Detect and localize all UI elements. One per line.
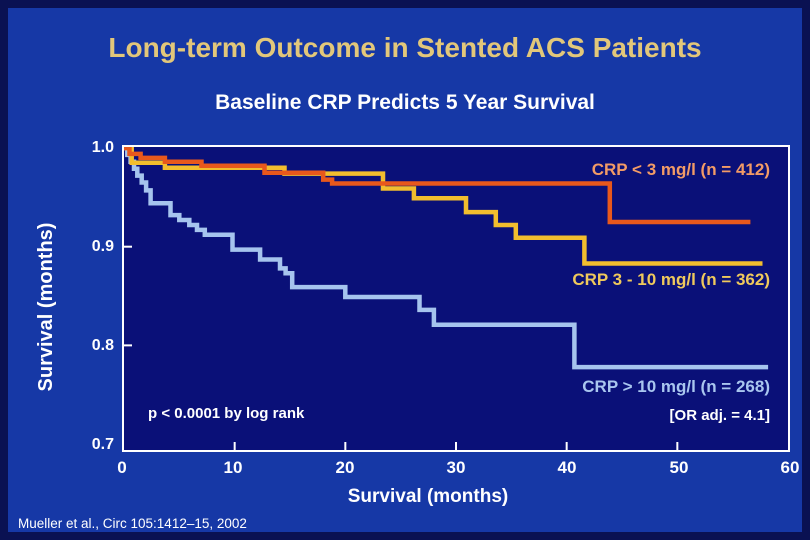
- x-tick-label-40: 40: [557, 458, 577, 477]
- y-tick-label-0.9: 0.9: [91, 238, 114, 255]
- x-tick-label-50: 50: [669, 458, 689, 477]
- p-value-annotation: p < 0.0001 by log rank: [148, 405, 305, 422]
- plot-area: [122, 145, 790, 452]
- y-tick-label-0.8: 0.8: [91, 337, 114, 354]
- x-tick-label-0: 0: [117, 458, 127, 477]
- legend-crp-lt-3: CRP < 3 mg/l (n = 412): [591, 160, 770, 179]
- x-tick-label-30: 30: [446, 458, 466, 477]
- survival-curves-svg: [124, 147, 769, 450]
- legend-crp-3-10: CRP 3 - 10 mg/l (n = 362): [572, 270, 770, 289]
- x-tick-label-20: 20: [335, 458, 355, 477]
- x-tick-label-60: 60: [780, 458, 800, 477]
- survival-curve: [124, 147, 751, 225]
- y-tick-label-1.0: 1.0: [91, 139, 114, 156]
- y-tick-label-0.7: 0.7: [91, 436, 114, 453]
- citation: Mueller et al., Circ 105:1412–15, 2002: [18, 516, 247, 531]
- x-tick-label-10: 10: [223, 458, 243, 477]
- y-axis-label: Survival (months): [35, 222, 57, 392]
- slide-subtitle: Baseline CRP Predicts 5 Year Survival: [215, 91, 595, 114]
- survival-curve: [124, 147, 769, 370]
- legend-crp-gt-10: CRP > 10 mg/l (n = 268): [582, 377, 770, 396]
- x-axis-label: Survival (months): [347, 486, 509, 507]
- odds-ratio-annotation: [OR adj. = 4.1]: [669, 407, 770, 424]
- slide-title: Long-term Outcome in Stented ACS Patient…: [108, 32, 702, 63]
